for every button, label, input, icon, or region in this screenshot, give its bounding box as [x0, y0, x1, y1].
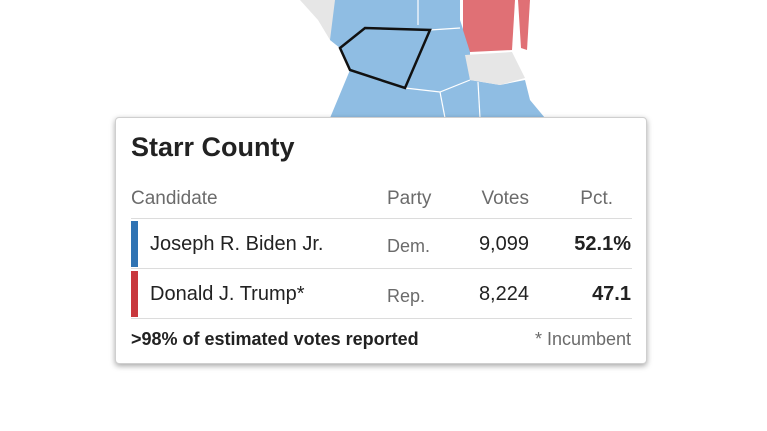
tooltip-card: Starr County Candidate Party Votes Pct. …: [115, 117, 647, 364]
red-strip: [518, 0, 530, 50]
divider: [131, 218, 632, 219]
selected-county-outline[interactable]: [338, 26, 432, 90]
percent: 47.1: [592, 283, 631, 305]
votes: 8,224: [478, 283, 529, 305]
votes: 9,099: [478, 233, 529, 255]
header-pct: Pct.: [580, 188, 613, 209]
party-color-bar: [131, 271, 138, 317]
header-party: Party: [387, 188, 432, 209]
incumbent-note: * Incumbent: [534, 329, 631, 349]
red-county: [463, 0, 515, 52]
party-color-bar: [131, 221, 138, 267]
gray-county: [465, 52, 525, 85]
header-votes: Votes: [481, 188, 529, 209]
divider: [131, 268, 632, 269]
candidate-name: Donald J. Trump*: [150, 283, 305, 305]
header-candidate: Candidate: [131, 188, 218, 209]
reported-note: >98% of estimated votes reported: [131, 329, 419, 349]
divider: [131, 318, 632, 319]
county-title: Starr County: [131, 132, 295, 162]
candidate-name: Joseph R. Biden Jr.: [150, 233, 324, 255]
percent: 52.1%: [574, 233, 631, 255]
county-borders: [404, 0, 481, 119]
party: Dem.: [387, 236, 431, 256]
party: Rep.: [387, 286, 426, 306]
